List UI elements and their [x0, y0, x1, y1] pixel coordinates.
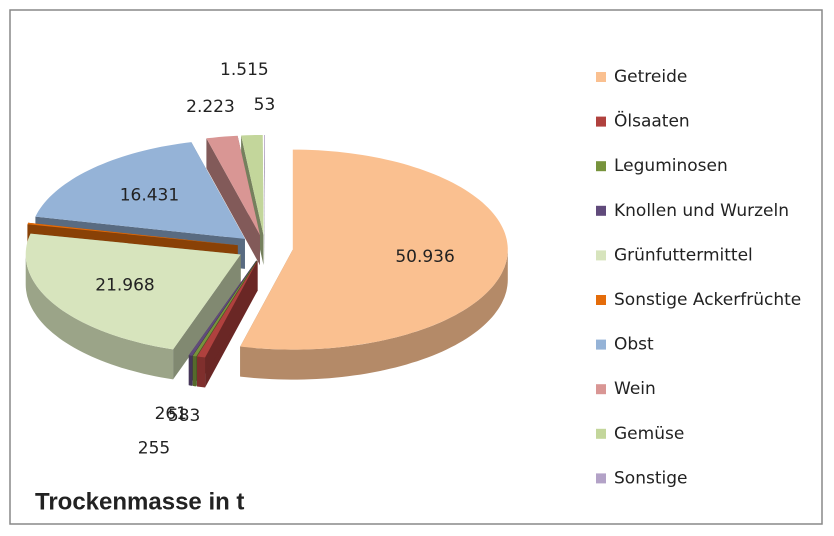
slice	[206, 135, 260, 236]
slice-wall	[192, 355, 197, 387]
slice	[197, 260, 258, 358]
value-label: 1.515	[220, 60, 269, 80]
slice	[192, 260, 257, 357]
legend-swatch	[596, 250, 606, 261]
slice-wall	[25, 254, 174, 380]
legend-label: Knollen und Wurzeln	[614, 201, 789, 221]
legend-label: Grünfuttermittel	[614, 245, 753, 265]
slice-wall	[240, 249, 508, 380]
legend-label: Sonstige Ackerfrüchte	[614, 290, 801, 310]
value-label: 2.223	[186, 97, 235, 117]
slice-wall	[188, 355, 193, 386]
value-label: 50.936	[395, 247, 454, 267]
slice-side	[173, 254, 241, 380]
slice	[25, 233, 241, 350]
legend-swatch	[596, 295, 606, 305]
chart-title: Trockenmasse in t	[35, 488, 244, 515]
legend-swatch	[596, 205, 606, 216]
legend-swatch	[596, 428, 606, 439]
legend-label: Gemüse	[614, 424, 684, 444]
slice-side	[206, 138, 260, 266]
legend-swatch	[596, 72, 606, 82]
legend-swatch	[596, 116, 606, 127]
slice	[35, 142, 245, 239]
slice	[188, 260, 257, 356]
value-label: 583	[168, 406, 200, 426]
slice-wall	[197, 356, 206, 388]
legend-swatch	[596, 161, 606, 172]
value-label: 261	[155, 404, 187, 424]
slice-side	[197, 260, 258, 387]
legend-label: Leguminosen	[614, 156, 728, 176]
value-label: 16.431	[120, 186, 179, 206]
legend-label: Sonstige	[614, 468, 687, 488]
value-label: 53	[254, 95, 276, 115]
slice	[27, 222, 238, 246]
slice	[241, 135, 264, 235]
legend-label: Getreide	[614, 67, 687, 87]
legend-label: Obst	[614, 335, 654, 355]
value-label: 21.968	[95, 275, 154, 295]
legend-swatch	[596, 473, 606, 484]
legend-label: Ölsaaten	[614, 110, 690, 132]
slice-side	[264, 135, 265, 265]
value-label: 255	[138, 438, 170, 458]
slice	[264, 135, 265, 235]
slice	[240, 149, 508, 350]
legend-label: Wein	[614, 379, 656, 399]
legend-swatch	[596, 384, 606, 395]
legend-swatch	[596, 339, 606, 350]
